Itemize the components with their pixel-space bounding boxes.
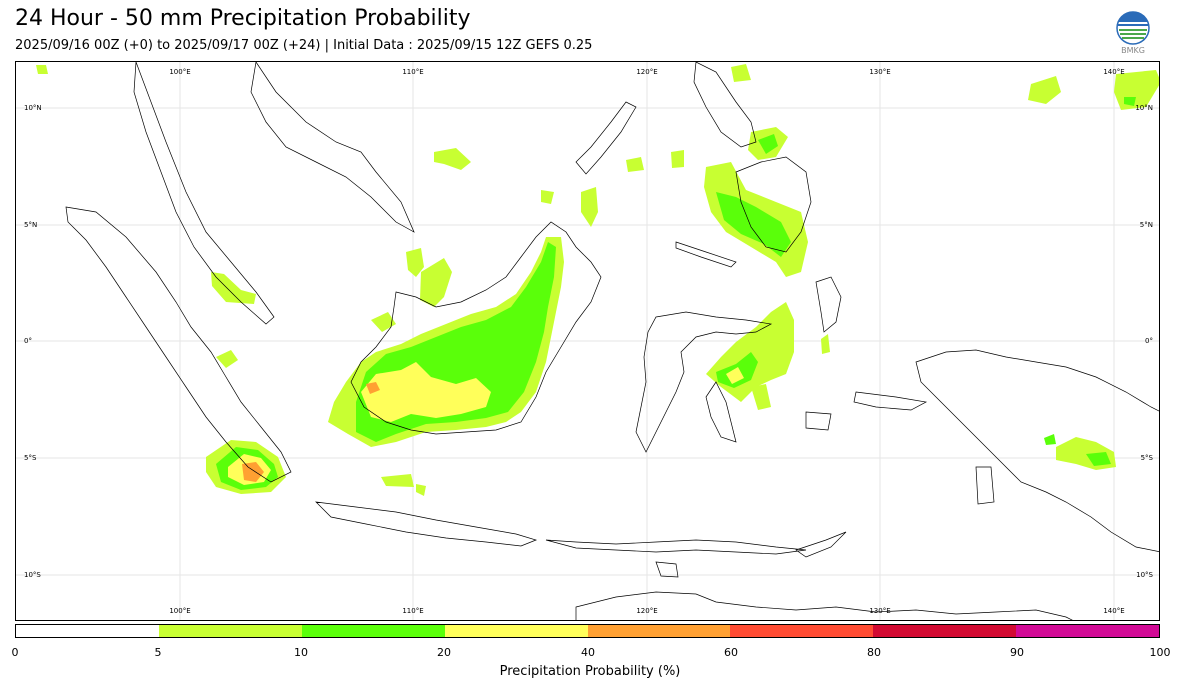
logo-text: BMKG (1121, 46, 1145, 55)
coast-sulawesi (635, 311, 773, 453)
coast-seram (853, 391, 928, 411)
lat-label-right-10n: 10°N (1135, 104, 1153, 112)
prob-area-kalimantan-north2 (420, 258, 452, 307)
precipitation-map: 100°E 110°E 120°E 130°E 140°E 100°E 110°… (15, 61, 1160, 621)
lat-label-left-5n: 5°N (24, 221, 37, 229)
prob-area-sulawesi-20 (726, 367, 744, 384)
chart-title: 24 Hour - 50 mm Precipitation Probabilit… (15, 6, 471, 31)
lon-labels-top: 100°E 110°E 120°E 130°E 140°E (169, 68, 1124, 76)
lon-label-bottom-140: 140°E (1103, 607, 1124, 615)
coast-nusa-tenggara (545, 539, 807, 555)
prob-area-papua-5 (1056, 437, 1116, 470)
chart-subtitle: 2025/09/16 00Z (+0) to 2025/09/17 00Z (+… (15, 38, 593, 53)
colorbar-tick-0: 0 (11, 646, 19, 659)
coast-mindanao (735, 156, 812, 253)
prob-area-java-east2 (416, 484, 426, 496)
colorbar-tick-60: 60 (724, 646, 738, 659)
colorbar-tick-80: 80 (867, 646, 881, 659)
colorbar-segment-60-80 (730, 625, 874, 637)
prob-area-java-east (381, 474, 414, 487)
colorbar-segment-0-5 (16, 625, 159, 637)
prob-area-scs4 (626, 157, 644, 172)
coast-timor (795, 531, 847, 558)
lon-label-top-110: 110°E (402, 68, 423, 76)
prob-area-mindanao-10 (716, 192, 791, 257)
probability-areas (36, 64, 1159, 496)
coast-halmahera (815, 276, 842, 333)
coast-borneo (350, 221, 602, 435)
lon-label-top-140: 140°E (1103, 68, 1124, 76)
coast-java (315, 501, 538, 547)
prob-area-sulawesi-s (751, 384, 771, 410)
lat-label-left-0: 0° (24, 337, 32, 345)
prob-area-kalimantan-north (406, 248, 424, 277)
coast-indochina (250, 62, 415, 233)
coast-sulawesi-se (705, 381, 737, 443)
colorbar-tick-100: 100 (1149, 646, 1171, 659)
lat-label-left-5s: 5°S (24, 454, 37, 462)
colorbar-label: Precipitation Probability (%) (499, 664, 681, 679)
prob-area-philippines-10 (758, 134, 778, 154)
prob-area-papua-10 (1086, 452, 1111, 466)
coast-philippines (693, 62, 757, 148)
coast-sulu-arch (675, 241, 737, 268)
lat-label-right-0: 0° (1145, 337, 1153, 345)
lon-label-bottom-110: 110°E (402, 607, 423, 615)
coast-palawan (575, 101, 637, 175)
coast-malay-peninsula (133, 62, 275, 325)
coast-buru (805, 411, 832, 431)
prob-area-scs2 (541, 190, 554, 204)
colorbar-segment-20-40 (444, 625, 588, 637)
lat-label-left-10n: 10°N (24, 104, 42, 112)
coastlines (65, 62, 1159, 620)
prob-area-borneo-20 (361, 362, 491, 422)
colorbar-tick-90: 90 (1010, 646, 1024, 659)
prob-area-sumatra-north (211, 272, 256, 304)
prob-area-scs5 (671, 150, 684, 168)
colorbar-tick-40: 40 (581, 646, 595, 659)
prob-area-borneo-40 (366, 382, 380, 394)
prob-area-sumatra-40 (242, 462, 264, 482)
prob-area-scs3 (581, 187, 598, 227)
coast-papua (915, 349, 1159, 552)
coast-sumatra (65, 206, 292, 483)
lon-labels-bottom: 100°E 110°E 120°E 130°E 140°E (169, 607, 1124, 615)
lat-labels-right: 10°N 5°N 0° 5°S 10°S (1135, 104, 1153, 579)
prob-area-borneo-coast (371, 312, 396, 332)
lon-label-bottom-100: 100°E (169, 607, 190, 615)
coast-australia-north (575, 591, 1073, 620)
colorbar (15, 624, 1160, 638)
bmkg-logo: BMKG (1114, 10, 1152, 56)
prob-area-pacific-ne-10 (1124, 97, 1136, 106)
prob-area-halmahera (821, 334, 830, 354)
colorbar-segment-90-100 (1016, 625, 1159, 637)
prob-area-pacific-n (1028, 76, 1061, 104)
lat-label-right-5n: 5°N (1140, 221, 1153, 229)
prob-area-papua-w (1044, 434, 1056, 445)
colorbar-segment-80-90 (873, 625, 1017, 637)
prob-area-nw-corner (36, 65, 48, 74)
coast-aru (975, 466, 995, 505)
lat-label-right-5s: 5°S (1141, 454, 1154, 462)
lat-label-left-10s: 10°S (24, 571, 41, 579)
map-gridlines (16, 62, 1159, 620)
prob-area-luzon-n (731, 64, 751, 82)
lon-label-top-130: 130°E (869, 68, 890, 76)
colorbar-segment-10-20 (301, 625, 445, 637)
coast-flores-sumba (655, 561, 679, 578)
lon-label-top-100: 100°E (169, 68, 190, 76)
lat-labels-left: 10°N 5°N 0° 5°S 10°S (24, 104, 42, 579)
colorbar-tick-20: 20 (437, 646, 451, 659)
lon-label-bottom-120: 120°E (636, 607, 657, 615)
lon-label-bottom-130: 130°E (869, 607, 890, 615)
colorbar-segment-5-10 (158, 625, 302, 637)
lat-label-right-10s: 10°S (1136, 571, 1153, 579)
colorbar-tick-10: 10 (294, 646, 308, 659)
colorbar-segment-40-60 (587, 625, 731, 637)
prob-area-scs (434, 148, 471, 170)
colorbar-tick-5: 5 (154, 646, 162, 659)
prob-area-sumatra-mid (216, 350, 238, 368)
lon-label-top-120: 120°E (636, 68, 657, 76)
